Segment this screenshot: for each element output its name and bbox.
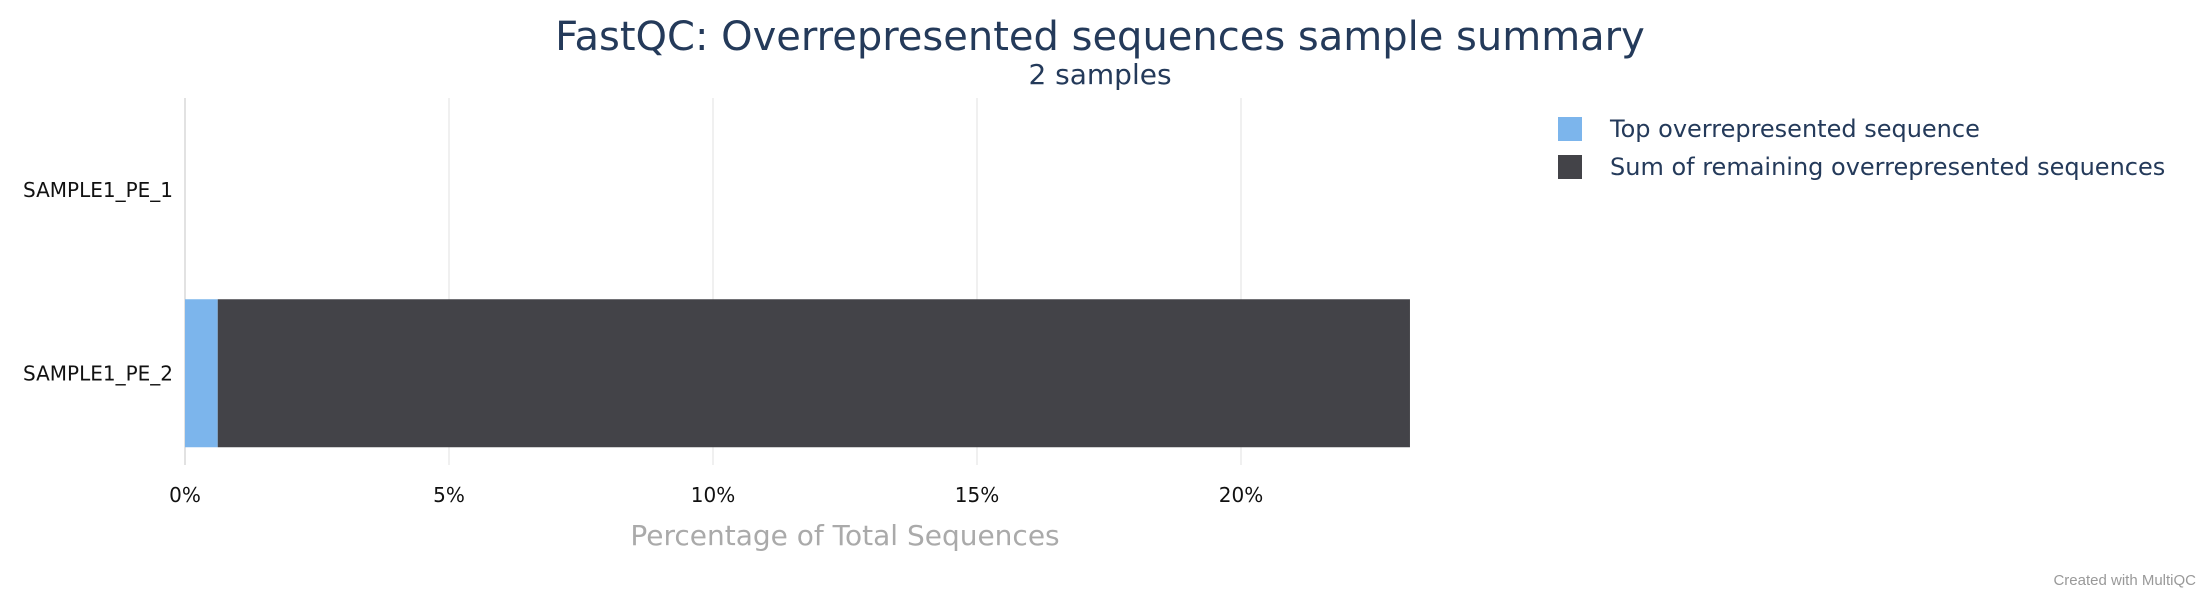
x-axis-label: Percentage of Total Sequences bbox=[630, 519, 1059, 552]
category-label: SAMPLE1_PE_2 bbox=[23, 361, 173, 385]
category-labels: SAMPLE1_PE_1 SAMPLE1_PE_2 bbox=[23, 178, 173, 386]
legend: Top overrepresented sequence Sum of remai… bbox=[1558, 115, 2165, 181]
category-label: SAMPLE1_PE_1 bbox=[23, 178, 173, 202]
x-tick-labels: 0% 5% 10% 15% 20% bbox=[169, 483, 1263, 507]
bars bbox=[185, 299, 1410, 448]
x-tick-label: 0% bbox=[169, 483, 201, 507]
chart-title: FastQC: Overrepresented sequences sample… bbox=[555, 14, 1645, 60]
chart-subtitle: 2 samples bbox=[1028, 58, 1171, 91]
x-tick-label: 15% bbox=[955, 483, 999, 507]
legend-swatch bbox=[1558, 155, 1582, 179]
legend-label: Sum of remaining overrepresented sequenc… bbox=[1610, 153, 2165, 181]
x-tick-label: 5% bbox=[433, 483, 465, 507]
x-tick-label: 20% bbox=[1219, 483, 1263, 507]
legend-label: Top overrepresented sequence bbox=[1609, 115, 1980, 143]
created-with-credit: Created with MultiQC bbox=[2053, 572, 2196, 589]
bar-segment[interactable] bbox=[217, 299, 1410, 448]
x-tick-label: 10% bbox=[691, 483, 735, 507]
legend-item[interactable]: Top overrepresented sequence bbox=[1558, 115, 1980, 143]
bar-segment[interactable] bbox=[185, 299, 218, 448]
legend-swatch bbox=[1558, 117, 1582, 141]
legend-item[interactable]: Sum of remaining overrepresented sequenc… bbox=[1558, 153, 2165, 181]
